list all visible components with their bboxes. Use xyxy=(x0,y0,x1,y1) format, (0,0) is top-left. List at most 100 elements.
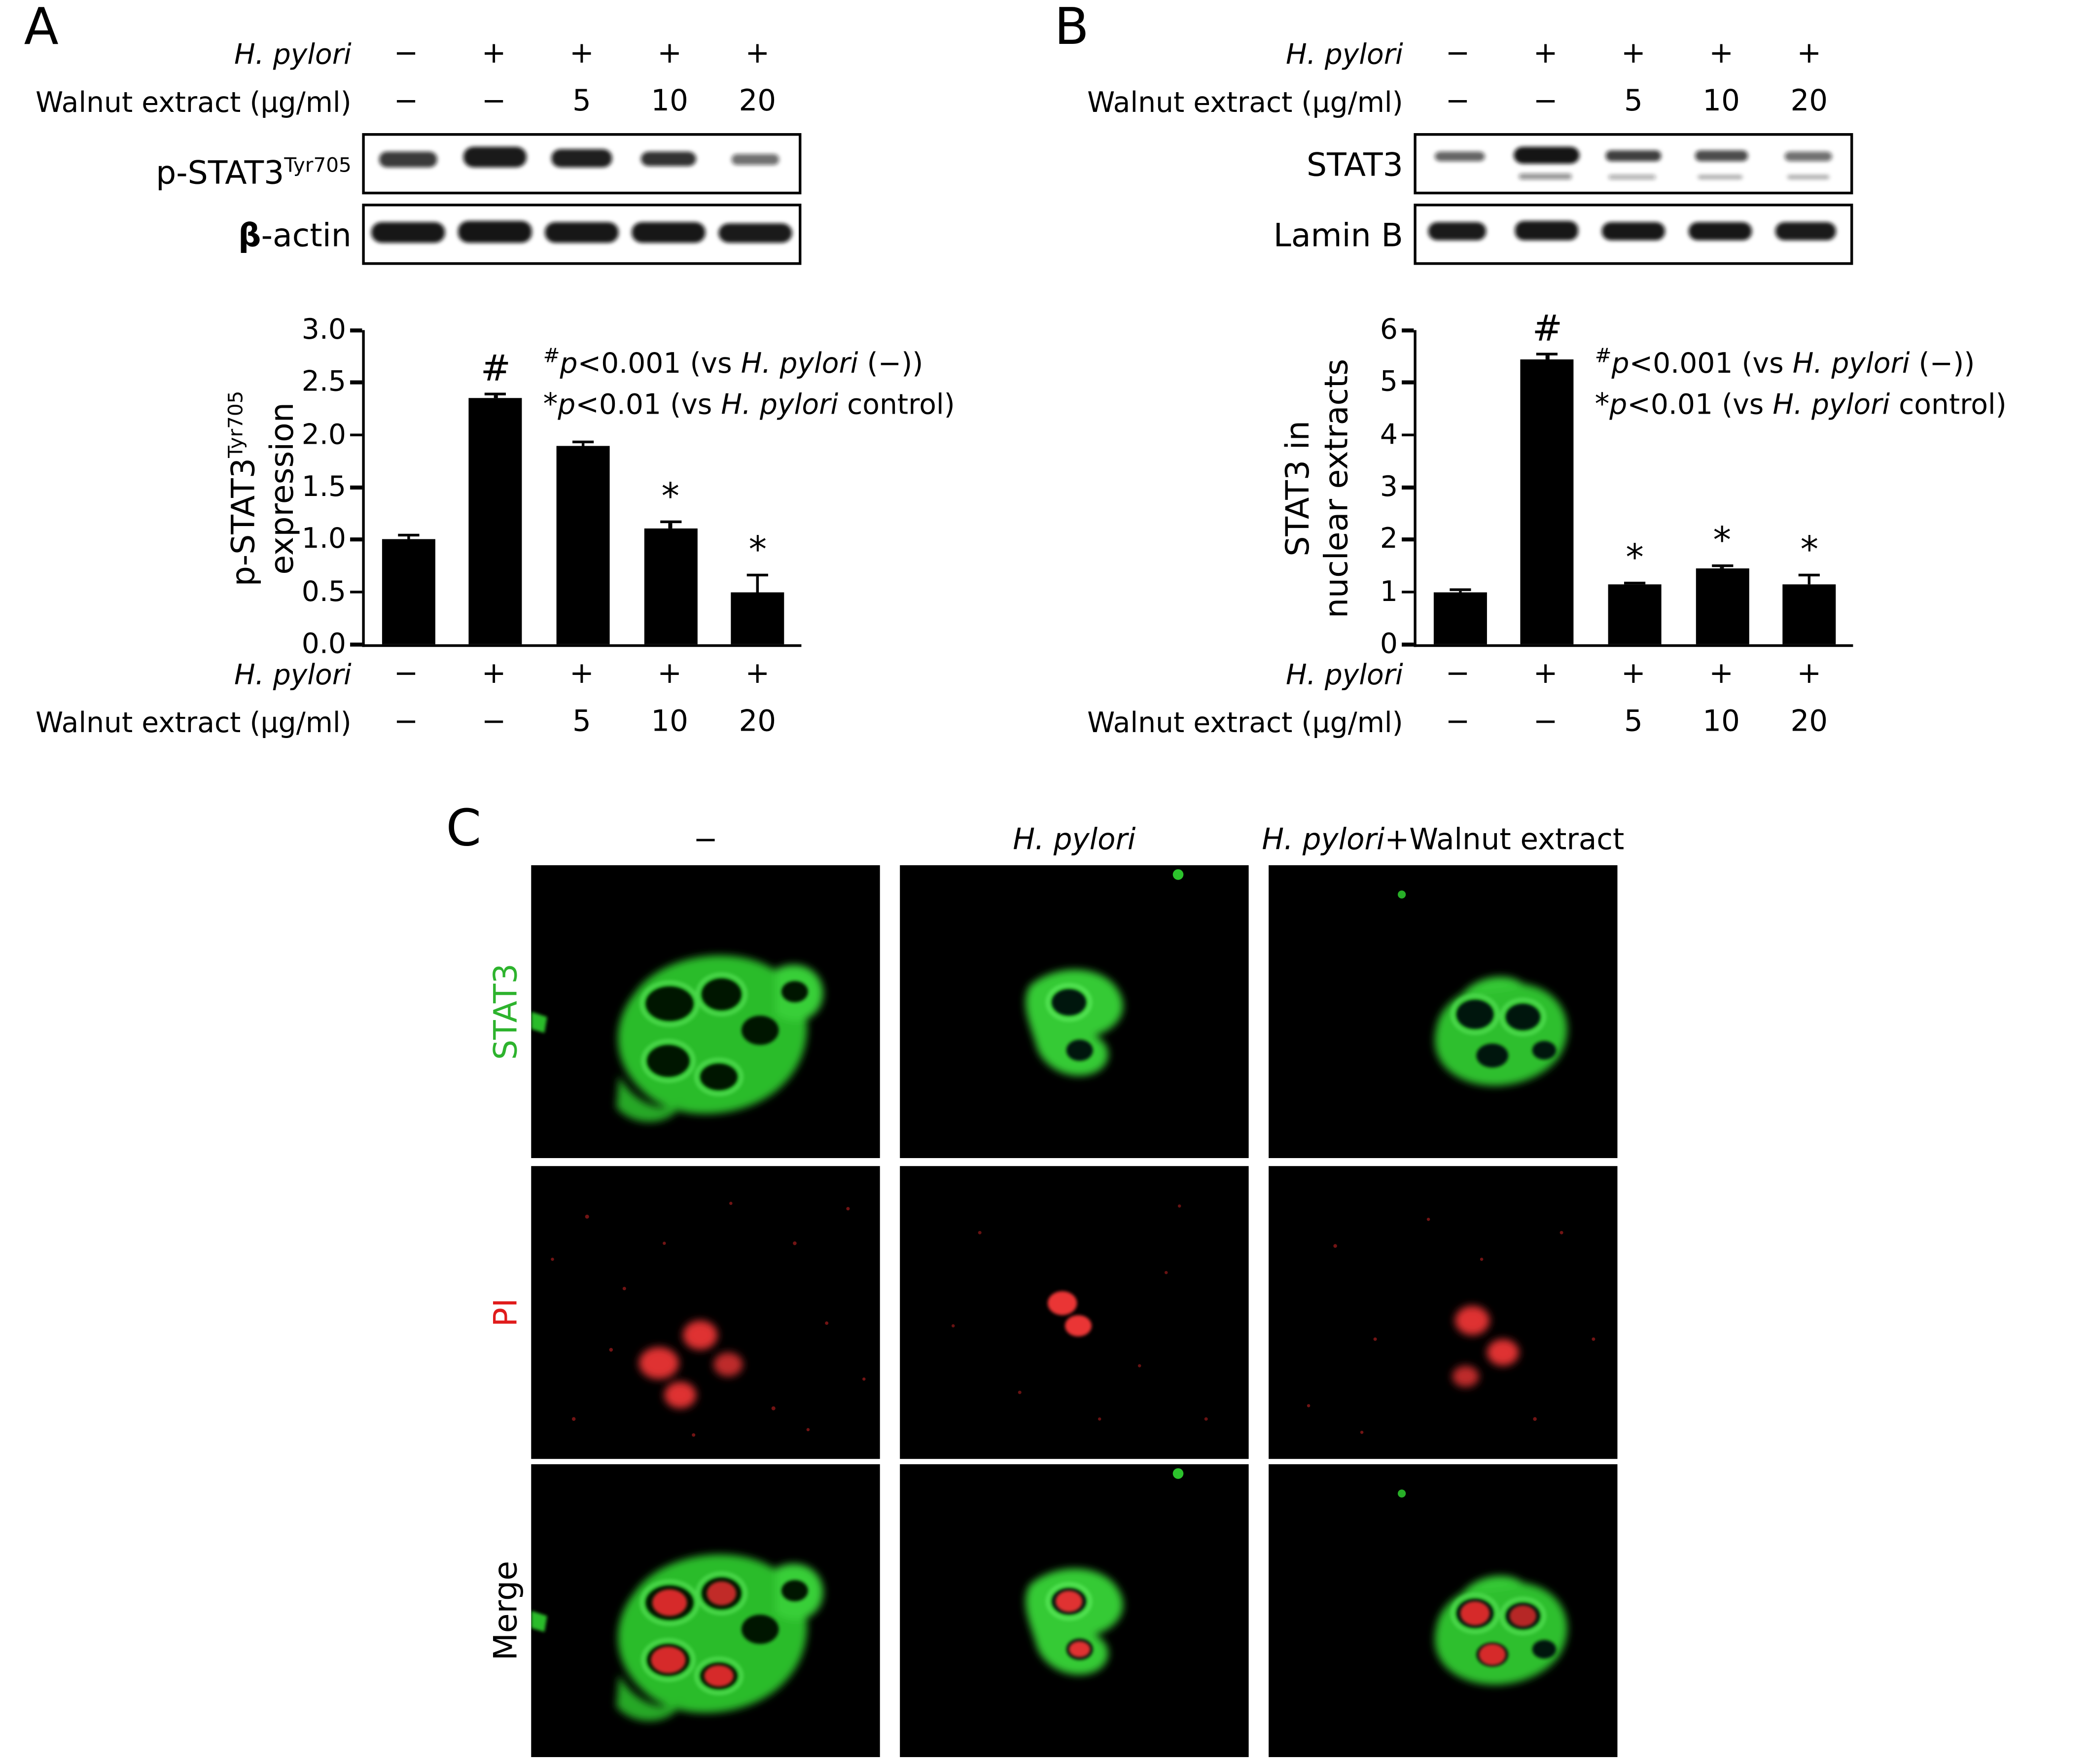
sig-note-a-line2: *p<0.01 (vs H. pylori control) xyxy=(543,385,955,426)
blot-image-stat3 xyxy=(1414,133,1853,195)
bar xyxy=(469,398,523,644)
significance-marker: * xyxy=(1800,529,1819,571)
y-tick-label: 0.0 xyxy=(301,628,346,660)
species-name: H. pylori xyxy=(741,347,858,380)
hpylori-values-b-top: − + + + + xyxy=(1414,35,1853,74)
header-text-italic: H. pylori xyxy=(1262,824,1385,857)
hpylori-values-a-top: − + + + + xyxy=(362,35,801,74)
blot-label-bactin: β-actin xyxy=(0,217,352,254)
p-symbol: p xyxy=(560,347,578,380)
sig-note-a-line1: #p<0.001 (vs H. pylori (−)) xyxy=(543,335,955,385)
y-tick-mark xyxy=(1402,538,1414,541)
lane-value: − xyxy=(481,85,506,119)
blot-label-pstat3: p-STAT3Tyr705 xyxy=(0,146,352,192)
lane-value: − xyxy=(1445,657,1470,691)
lane-value: 10 xyxy=(651,85,688,119)
bar xyxy=(1433,592,1487,644)
p-symbol: p xyxy=(558,388,576,421)
lane-value: 5 xyxy=(1624,85,1643,119)
significance-marker: * xyxy=(661,477,679,518)
lane-value: + xyxy=(745,657,770,691)
y-tick-label: 2.5 xyxy=(301,366,346,398)
c-col-header-hpylori: H. pylori xyxy=(1013,823,1135,860)
error-bar xyxy=(397,534,419,540)
walnut-values-a-top: − − 5 10 20 xyxy=(362,82,801,122)
note-text: <0.01 (vs xyxy=(575,388,721,421)
hash-marker: # xyxy=(543,343,560,368)
micro-image-merge-hpylori xyxy=(900,1464,1249,1757)
micro-image-merge-hpylori-walnut xyxy=(1269,1464,1618,1757)
y-tick-mark xyxy=(350,381,362,385)
star-marker: * xyxy=(1595,388,1610,422)
significance-marker: * xyxy=(1626,537,1644,579)
lane-value: + xyxy=(657,657,682,691)
error-bar xyxy=(660,521,681,529)
y-tick-mark xyxy=(350,485,362,489)
species-name: H. pylori xyxy=(1772,388,1890,421)
lane-value: − xyxy=(1445,706,1470,739)
hash-marker: # xyxy=(1595,343,1612,368)
y-tick-mark xyxy=(350,433,362,437)
error-bar xyxy=(485,393,507,398)
y-tick-mark xyxy=(350,328,362,332)
y-tick-label: 2.0 xyxy=(301,418,346,451)
y-tick-mark xyxy=(1402,485,1414,489)
walnut-row-label-b-top2: Walnut extract (μg/ml) xyxy=(1087,86,1403,119)
lane-value: − xyxy=(1533,85,1558,119)
lane-value: 20 xyxy=(739,706,777,739)
bar-chart-b: 0 1 2 3 4 5 6 # * * * xyxy=(1380,312,1853,658)
error-bar xyxy=(1624,581,1646,584)
note-text: (−)) xyxy=(858,347,923,380)
chart-b-ylabel-line1: STAT3 in xyxy=(1279,421,1317,557)
hpylori-values-b-bottom: − + + + + xyxy=(1414,655,1853,695)
sig-note-b: #p<0.001 (vs H. pylori (−)) *p<0.01 (vs … xyxy=(1595,335,2007,426)
lane-value: 10 xyxy=(1702,706,1740,739)
blot-label-bactin-rest: -actin xyxy=(261,217,352,254)
y-tick-mark xyxy=(350,538,362,541)
y-tick-mark xyxy=(1402,328,1414,332)
y-tick-label: 1 xyxy=(1380,575,1398,607)
lane-value: 20 xyxy=(1790,85,1828,119)
walnut-values-b-top: − − 5 10 20 xyxy=(1414,82,1853,122)
lane-value: + xyxy=(569,37,594,71)
lane-value: + xyxy=(481,657,506,691)
lane-value: + xyxy=(1797,37,1822,71)
hpylori-row-label-b-top: H. pylori xyxy=(1286,38,1403,71)
lane-value: 10 xyxy=(1702,85,1740,119)
blot-label-stat3: STAT3 xyxy=(1307,146,1403,184)
y-tick-label: 1.5 xyxy=(301,470,346,503)
panel-b-label: B xyxy=(1054,0,1089,56)
lane-value: + xyxy=(1621,37,1646,71)
sig-note-a: #p<0.001 (vs H. pylori (−)) *p<0.01 (vs … xyxy=(543,335,955,426)
hpylori-row-label-b-bottom: H. pylori xyxy=(1286,659,1403,691)
c-row-label-stat3: STAT3 xyxy=(487,963,525,1060)
lane-value: − xyxy=(393,706,419,739)
walnut-row-label-a-top: Walnut extract (μg/ml) xyxy=(35,86,352,119)
micro-image-pi-hpylori xyxy=(900,1166,1249,1459)
blot-image-laminb xyxy=(1414,204,1853,265)
lane-value: − xyxy=(1445,37,1470,71)
blot-label-laminb: Lamin B xyxy=(1273,217,1403,254)
sig-note-b-line1: #p<0.001 (vs H. pylori (−)) xyxy=(1595,335,2007,385)
error-bar xyxy=(747,574,769,593)
micro-image-pi-hpylori-walnut xyxy=(1269,1166,1618,1459)
lane-value: + xyxy=(657,37,682,71)
walnut-row-label-a-bottom: Walnut extract (μg/ml) xyxy=(35,706,352,739)
lane-value: 20 xyxy=(739,85,777,119)
y-tick-label: 0 xyxy=(1380,628,1398,660)
y-tick-mark xyxy=(1402,642,1414,646)
species-name: H. pylori xyxy=(1792,347,1910,380)
p-symbol: p xyxy=(1611,347,1630,380)
micro-image-stat3-hpylori xyxy=(900,865,1249,1158)
lane-value: + xyxy=(481,37,506,71)
significance-marker: * xyxy=(1713,521,1731,562)
note-text: control) xyxy=(1890,388,2007,421)
micro-image-merge-control xyxy=(531,1464,880,1757)
lane-value: 10 xyxy=(651,706,688,739)
chart-a-ylabel-line1: p-STAT3 xyxy=(225,458,262,587)
lane-value: − xyxy=(393,37,419,71)
lane-value: + xyxy=(1709,37,1734,71)
y-tick-label: 3.0 xyxy=(301,313,346,346)
lane-value: + xyxy=(569,657,594,691)
bar xyxy=(1521,359,1574,644)
